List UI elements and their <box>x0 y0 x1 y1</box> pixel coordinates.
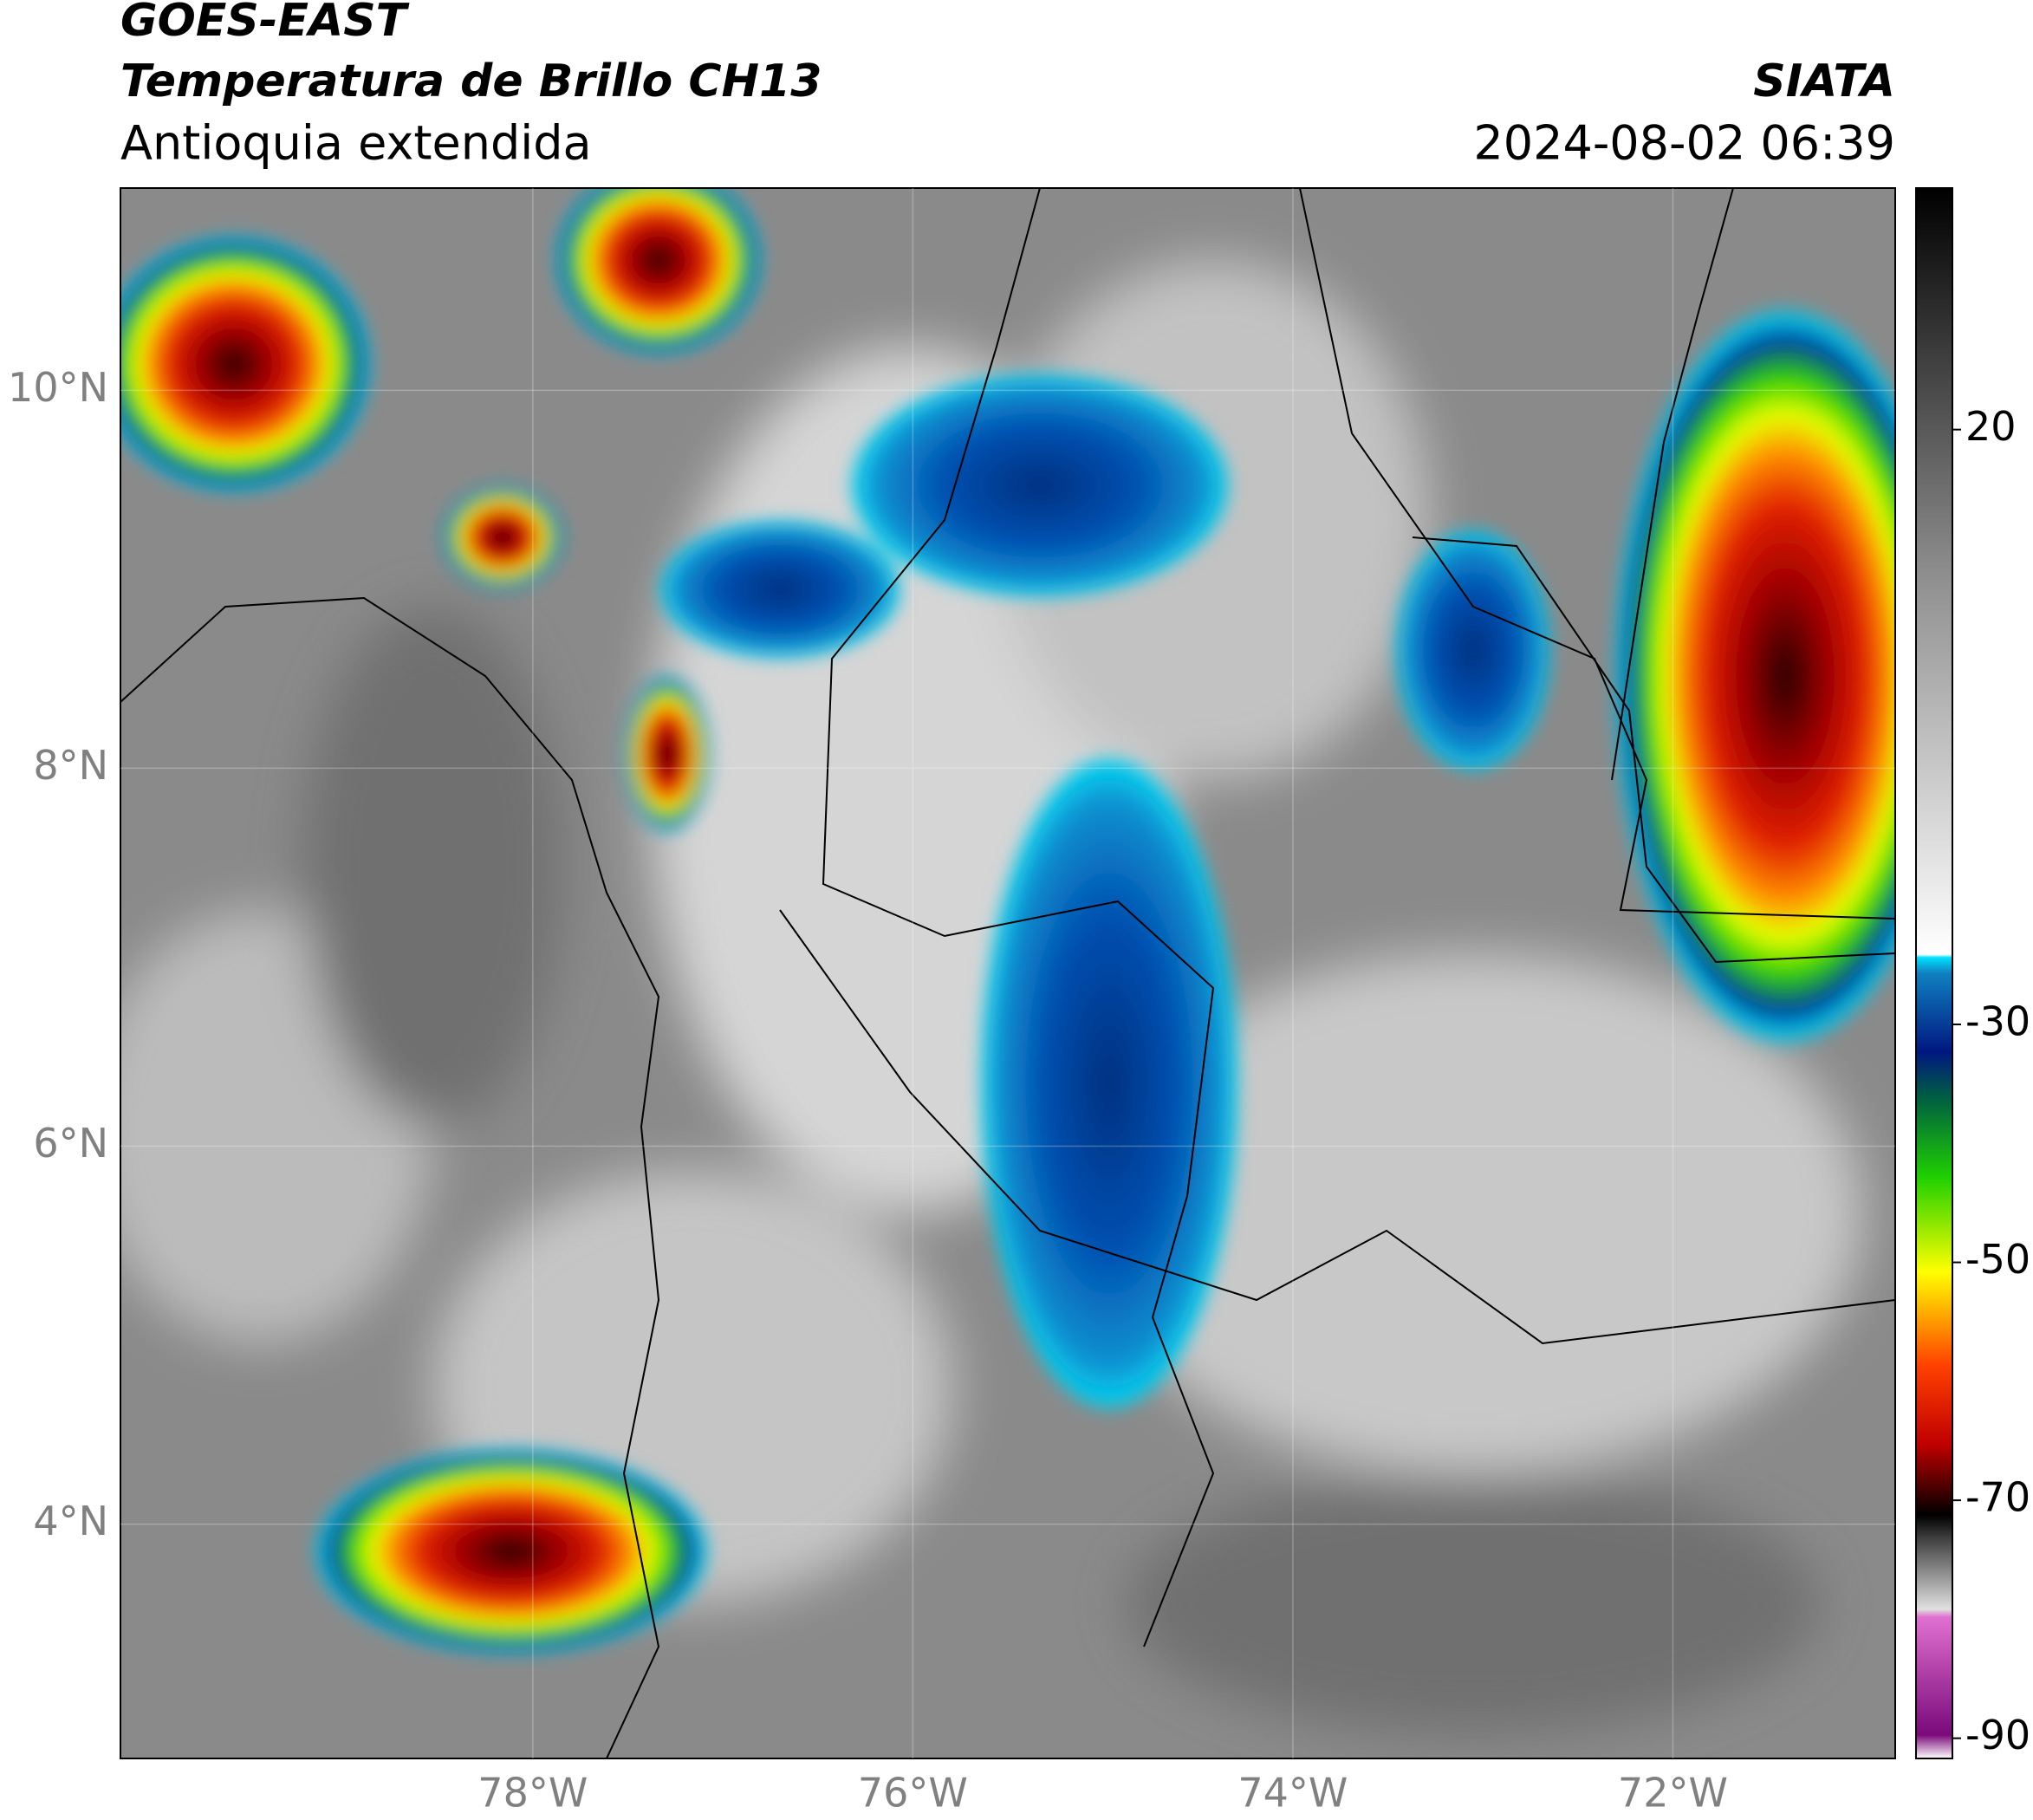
y-tick-label: 10°N <box>8 364 108 411</box>
colorbar <box>1915 187 1953 1759</box>
y-tick-label: 4°N <box>33 1498 108 1544</box>
x-tick-label: 72°W <box>1618 1770 1728 1817</box>
x-tick-label: 74°W <box>1237 1770 1348 1817</box>
satellite-image <box>120 188 1895 1758</box>
colorbar-tick-label: -50 <box>1965 1236 2030 1283</box>
subtitle: Temperatura de Brillo CH13 <box>120 55 822 107</box>
colorbar-tick-label: -70 <box>1965 1474 2030 1521</box>
map-frame <box>120 187 1896 1759</box>
source: SIATA <box>1753 55 1895 107</box>
colorbar-tick-label: -90 <box>1965 1712 2030 1758</box>
region: Antioquia extendida <box>120 116 592 171</box>
y-tick-label: 6°N <box>33 1120 108 1167</box>
colorbar-tick-label: 20 <box>1965 403 2017 450</box>
x-tick-label: 78°W <box>477 1770 588 1817</box>
title: GOES-EAST <box>120 0 410 47</box>
colorbar-tick-label: -30 <box>1965 998 2030 1045</box>
datetime: 2024-08-02 06:39 <box>1473 116 1895 171</box>
x-tick-label: 76°W <box>858 1770 968 1817</box>
y-tick-label: 8°N <box>33 742 108 789</box>
